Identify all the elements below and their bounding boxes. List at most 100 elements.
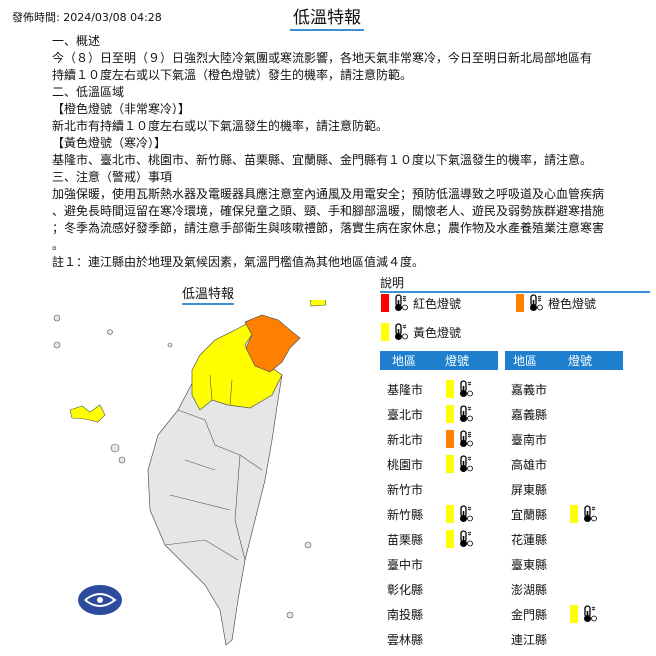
table-row: 彰化縣 (387, 578, 423, 600)
table-row: 屏東縣 (511, 478, 547, 500)
signal-yellow (446, 403, 478, 425)
bulletin-line: 【橙色燈號（非常寒冷）】 (52, 102, 191, 116)
region-name: 新竹縣 (387, 507, 424, 522)
taiwan-warning-map (53, 300, 327, 646)
thermometer-icon (458, 405, 474, 423)
bulletin-line: 三、注意（警戒）事項 (52, 170, 173, 184)
red-swatch (381, 294, 389, 312)
signal-yellow (446, 503, 478, 525)
bulletin-line: 基隆市、臺北市、桃園市、新竹縣、苗栗縣、宜蘭縣、金門縣有１０度以下氣溫發生的機率… (52, 153, 593, 167)
orange-swatch (446, 430, 454, 448)
region-name: 南投縣 (387, 607, 424, 622)
legend-orange: 橙色燈號 (516, 294, 596, 312)
table-row: 桃園市 (387, 453, 423, 475)
table-row: 宜蘭縣 (511, 503, 547, 525)
thermometer-icon (528, 294, 544, 312)
yellow-swatch (570, 505, 578, 523)
publish-time: 發佈時間: 2024/03/08 04:28 (12, 11, 162, 24)
legend-title: 說明 (380, 276, 650, 293)
yellow-swatch (446, 380, 454, 398)
region-name: 彰化縣 (387, 582, 424, 597)
yellow-swatch (570, 605, 578, 623)
yellow-swatch (381, 323, 389, 341)
region-name: 雲林縣 (387, 632, 424, 647)
table-row: 高雄市 (511, 453, 547, 475)
orange-swatch (516, 294, 524, 312)
region-name: 花蓮縣 (511, 532, 548, 547)
header-signal: 燈號 (445, 354, 470, 368)
bulletin-line: 一、概述 (52, 34, 101, 48)
thermometer-icon (458, 380, 474, 398)
table-row: 連江縣 (511, 628, 547, 650)
cwa-emblem (78, 585, 122, 615)
table-row: 南投縣 (387, 603, 423, 625)
signal-yellow (446, 453, 478, 475)
header-region: 地區 (392, 354, 417, 368)
region-name: 桃園市 (387, 457, 424, 472)
thermometer-icon (393, 323, 409, 341)
region-name: 臺南市 (511, 432, 548, 447)
region-name: 澎湖縣 (511, 582, 548, 597)
signal-yellow (570, 503, 602, 525)
table-row: 臺南市 (511, 428, 547, 450)
legend-red: 紅色燈號 (381, 294, 461, 312)
page-title: 低溫特報 (290, 8, 364, 31)
signal-yellow (446, 528, 478, 550)
bulletin-line: 加強保暖，使用瓦斯熱水器及電暖器具應注意室內通風及用電安全；預防低溫導致之呼吸道… (52, 187, 605, 201)
table-row: 花蓮縣 (511, 528, 547, 550)
table-row: 雲林縣 (387, 628, 423, 650)
table-row: 嘉義市 (511, 378, 547, 400)
table-row: 澎湖縣 (511, 578, 547, 600)
header-region: 地區 (513, 354, 538, 368)
thermometer-icon (393, 294, 409, 312)
bulletin-line: 、避免長時間逗留在寒冷環境，確保兒童之頭、頸、手和腳部溫暖，關懷老人、遊民及弱勢… (52, 204, 605, 218)
region-name: 臺北市 (387, 407, 424, 422)
table-row: 嘉義縣 (511, 403, 547, 425)
table-row: 臺東縣 (511, 553, 547, 575)
bulletin-line: 新北市有持續１０度左右或以下氣溫發生的機率，請注意防範。 (52, 119, 389, 133)
thermometer-icon (582, 605, 598, 623)
island-kinmen (69, 404, 106, 423)
table-row: 臺中市 (387, 553, 423, 575)
table-row: 新北市 (387, 428, 423, 450)
legend-label: 紅色燈號 (413, 296, 462, 311)
map-title: 低溫特報 (182, 283, 235, 305)
region-name: 臺中市 (387, 557, 424, 572)
bulletin-line: 今（８）日至明（９）日強烈大陸冷氣團或寒流影響，各地天氣非常寒冷，今日至明日新北… (52, 51, 593, 65)
table-row: 基隆市 (387, 378, 423, 400)
header-signal: 燈號 (568, 354, 593, 368)
signal-yellow (446, 378, 478, 400)
region-new-taipei-orange (244, 314, 301, 373)
table-row: 新竹縣 (387, 503, 423, 525)
taiwan-main-island (147, 314, 301, 646)
yellow-swatch (446, 455, 454, 473)
region-name: 新北市 (387, 432, 424, 447)
region-name: 嘉義市 (511, 382, 548, 397)
table-row: 金門縣 (511, 603, 547, 625)
bulletin-line: 【黃色燈號（寒冷）】 (52, 136, 167, 150)
table-row: 臺北市 (387, 403, 423, 425)
thermometer-icon (582, 505, 598, 523)
region-name: 宜蘭縣 (511, 507, 548, 522)
region-name: 臺東縣 (511, 557, 548, 572)
table-row: 新竹市 (387, 478, 423, 500)
signal-yellow (570, 603, 602, 625)
region-name: 連江縣 (511, 632, 548, 647)
yellow-swatch (446, 405, 454, 423)
bulletin-line: ；冬季為流感好發季節，請注意手部衛生與咳嗽禮節，落實生病在家休息；農作物及水產養… (52, 221, 605, 235)
region-name: 嘉義縣 (511, 407, 548, 422)
signal-orange (446, 428, 478, 450)
thermometer-icon (458, 455, 474, 473)
thermometer-icon (458, 430, 474, 448)
region-name: 金門縣 (511, 607, 548, 622)
yellow-swatch (446, 530, 454, 548)
yellow-swatch (446, 505, 454, 523)
table-header-right: 地區 燈號 (505, 351, 623, 370)
bulletin-line: 二、低溫區域 (52, 85, 125, 99)
region-name: 苗栗縣 (387, 532, 424, 547)
legend-yellow: 黃色燈號 (381, 323, 461, 341)
table-header-left: 地區 燈號 (380, 351, 498, 370)
region-name: 屏東縣 (511, 482, 548, 497)
bulletin-line: 註１：連江縣由於地理及氣候因素，氣溫門檻值為其他地區值減４度。 (52, 255, 425, 269)
bulletin-text: 一、概述今（８）日至明（９）日強烈大陸冷氣團或寒流影響，各地天氣非常寒冷，今日至… (52, 33, 632, 271)
